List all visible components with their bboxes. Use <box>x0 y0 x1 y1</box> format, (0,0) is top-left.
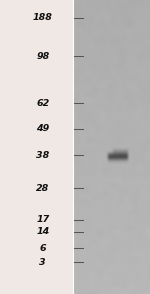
Bar <box>0 0 73 294</box>
Text: 17: 17 <box>36 215 49 224</box>
Text: 38: 38 <box>36 151 49 160</box>
Text: 188: 188 <box>33 13 53 22</box>
Text: 6: 6 <box>39 244 46 253</box>
Text: 14: 14 <box>36 227 49 236</box>
Text: 49: 49 <box>36 124 49 133</box>
Text: 62: 62 <box>36 99 49 108</box>
Text: 3: 3 <box>39 258 46 267</box>
Text: 28: 28 <box>36 184 49 193</box>
Text: 98: 98 <box>36 52 49 61</box>
